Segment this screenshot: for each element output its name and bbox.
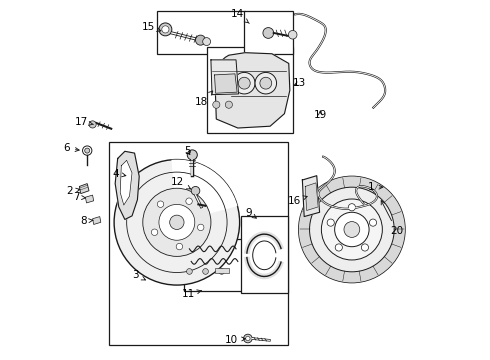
Circle shape	[225, 101, 232, 108]
Circle shape	[260, 77, 272, 89]
Circle shape	[187, 150, 197, 160]
Polygon shape	[305, 183, 318, 211]
Text: 9: 9	[245, 208, 256, 218]
Circle shape	[170, 215, 184, 229]
Circle shape	[299, 176, 405, 283]
Circle shape	[255, 72, 276, 94]
Circle shape	[197, 224, 204, 231]
Bar	[109, 142, 288, 345]
Text: 3: 3	[133, 270, 146, 280]
Polygon shape	[79, 184, 89, 194]
Circle shape	[244, 334, 252, 343]
Circle shape	[361, 244, 368, 251]
Circle shape	[348, 204, 355, 211]
Circle shape	[186, 198, 192, 204]
Text: 5: 5	[184, 145, 191, 156]
Circle shape	[238, 77, 250, 89]
Circle shape	[82, 146, 92, 155]
Circle shape	[310, 187, 394, 272]
Circle shape	[143, 188, 211, 256]
Text: 18: 18	[195, 91, 213, 107]
Polygon shape	[120, 160, 132, 205]
Text: 7: 7	[73, 192, 86, 202]
Polygon shape	[211, 60, 239, 95]
Text: 4: 4	[112, 168, 126, 179]
Circle shape	[187, 269, 192, 274]
Circle shape	[203, 38, 211, 45]
Polygon shape	[85, 195, 94, 203]
Wedge shape	[172, 159, 238, 222]
Text: 2: 2	[66, 186, 80, 197]
Circle shape	[89, 121, 96, 128]
Bar	[184, 239, 248, 291]
Text: 14: 14	[231, 9, 249, 23]
Polygon shape	[93, 217, 101, 225]
Text: 8: 8	[80, 216, 93, 226]
Circle shape	[203, 269, 208, 274]
Circle shape	[159, 204, 195, 240]
Circle shape	[369, 219, 377, 226]
Polygon shape	[302, 176, 319, 217]
Bar	[215, 268, 229, 273]
Text: 19: 19	[314, 110, 327, 120]
Bar	[157, 11, 245, 54]
Text: 10: 10	[225, 334, 245, 345]
Text: 6: 6	[63, 143, 79, 153]
Text: 1: 1	[368, 182, 383, 192]
Text: 17: 17	[74, 117, 94, 127]
Text: 11: 11	[182, 289, 201, 299]
Text: 16: 16	[287, 196, 307, 206]
Circle shape	[151, 229, 158, 235]
Circle shape	[245, 336, 250, 341]
Circle shape	[114, 159, 240, 285]
Bar	[242, 216, 288, 293]
Circle shape	[85, 148, 90, 153]
Text: 13: 13	[293, 78, 306, 88]
Circle shape	[157, 201, 164, 207]
Circle shape	[159, 23, 172, 36]
Circle shape	[176, 243, 183, 250]
Circle shape	[335, 212, 369, 247]
Circle shape	[344, 222, 360, 237]
Circle shape	[162, 26, 169, 33]
Circle shape	[213, 101, 220, 108]
Circle shape	[299, 176, 405, 283]
Circle shape	[327, 219, 334, 226]
Polygon shape	[215, 53, 290, 128]
Circle shape	[289, 31, 297, 39]
Circle shape	[191, 186, 200, 195]
Polygon shape	[215, 74, 237, 93]
Circle shape	[234, 72, 255, 94]
Circle shape	[321, 199, 382, 260]
Circle shape	[196, 35, 205, 45]
Text: 20: 20	[381, 201, 403, 236]
Circle shape	[263, 28, 274, 39]
Bar	[207, 47, 294, 134]
Text: 12: 12	[171, 177, 191, 189]
Circle shape	[219, 269, 224, 274]
Polygon shape	[115, 151, 139, 220]
Text: 15: 15	[142, 22, 161, 32]
Circle shape	[335, 244, 343, 251]
Bar	[245, 11, 294, 54]
